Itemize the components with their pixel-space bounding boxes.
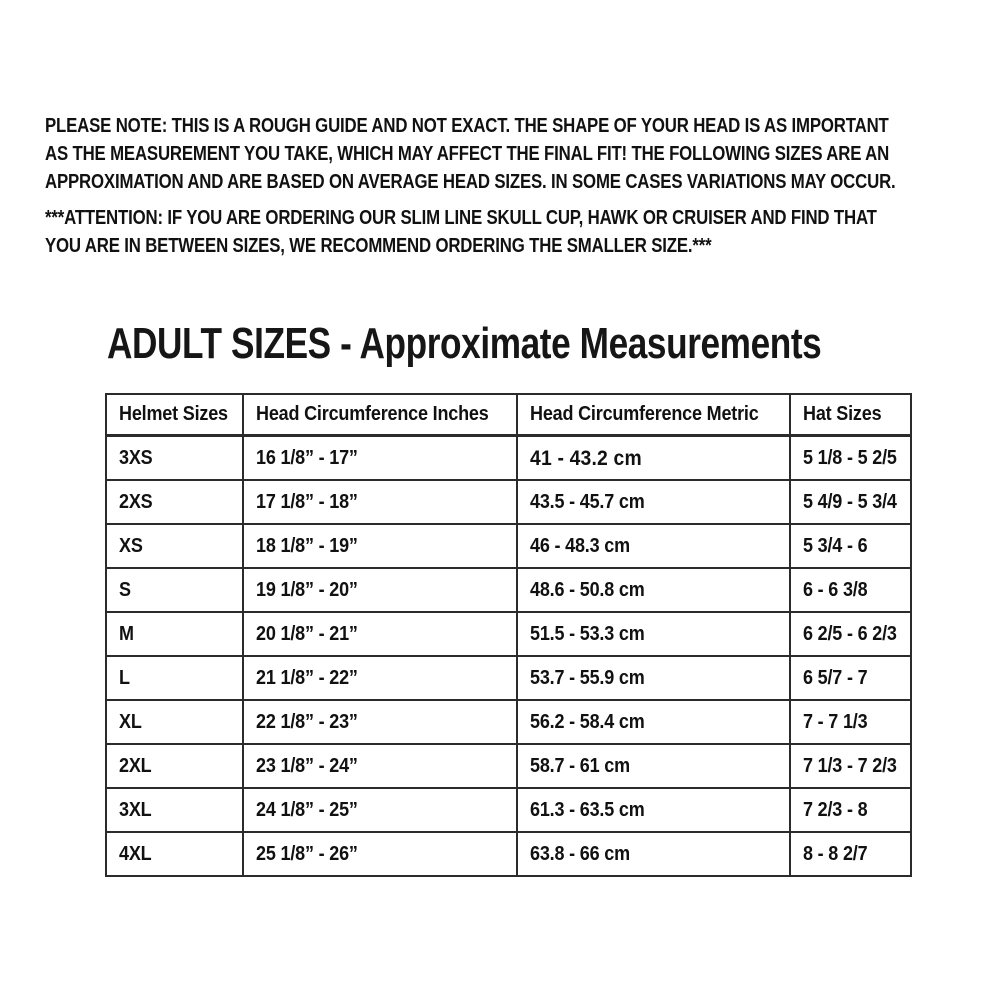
note-line: PLEASE NOTE: THIS IS A ROUGH GUIDE AND N… (45, 115, 889, 137)
attention-line: ***ATTENTION: IF YOU ARE ORDERING OUR SL… (45, 207, 877, 229)
metric-cell: 43.5 - 45.7 cm (516, 479, 792, 525)
table-header-row: Helmet Sizes Head Circumference Inches H… (105, 393, 912, 437)
inches-cell: 22 1/8” - 23” (241, 699, 519, 745)
helmet-size-cell: 2XL (105, 743, 244, 789)
metric-cell: 53.7 - 55.9 cm (516, 655, 792, 701)
metric-cell: 41 - 43.2 cm (516, 434, 792, 481)
table-row: XS 18 1/8” - 19” 46 - 48.3 cm 5 3/4 - 6 (105, 523, 912, 569)
hat-size-cell: 7 - 7 1/3 (789, 699, 912, 745)
metric-cell: 58.7 - 61 cm (516, 743, 792, 789)
note-line: APPROXIMATION AND ARE BASED ON AVERAGE H… (45, 171, 896, 193)
helmet-size-cell: 3XL (105, 787, 244, 833)
table-row: S 19 1/8” - 20” 48.6 - 50.8 cm 6 - 6 3/8 (105, 567, 912, 613)
header-head-circumference-inches: Head Circumference Inches (241, 393, 519, 437)
table-row: 3XL 24 1/8” - 25” 61.3 - 63.5 cm 7 2/3 -… (105, 787, 912, 833)
metric-cell: 48.6 - 50.8 cm (516, 567, 792, 613)
page-title: ADULT SIZES - Approximate Measurements (107, 319, 822, 368)
table-row: L 21 1/8” - 22” 53.7 - 55.9 cm 6 5/7 - 7 (105, 655, 912, 701)
inches-cell: 18 1/8” - 19” (241, 523, 519, 569)
table-row: 4XL 25 1/8” - 26” 63.8 - 66 cm 8 - 8 2/7 (105, 831, 912, 877)
helmet-size-cell: 3XS (105, 434, 244, 481)
attention-paragraph: ***ATTENTION: IF YOU ARE ORDERING OUR SL… (45, 204, 1000, 260)
hat-size-cell: 7 1/3 - 7 2/3 (789, 743, 912, 789)
hat-size-cell: 5 3/4 - 6 (789, 523, 912, 569)
hat-size-cell: 6 - 6 3/8 (789, 567, 912, 613)
helmet-size-cell: S (105, 567, 244, 613)
hat-size-cell: 8 - 8 2/7 (789, 831, 912, 877)
header-hat-sizes: Hat Sizes (789, 393, 912, 437)
hat-size-cell: 7 2/3 - 8 (789, 787, 912, 833)
header-helmet-sizes: Helmet Sizes (105, 393, 244, 437)
header-label: Head Circumference Metric (530, 403, 760, 425)
note-paragraph: PLEASE NOTE: THIS IS A ROUGH GUIDE AND N… (45, 112, 1000, 196)
helmet-size-cell: M (105, 611, 244, 657)
helmet-size-cell: XL (105, 699, 244, 745)
header-label: Head Circumference Inches (256, 403, 489, 425)
metric-cell: 51.5 - 53.3 cm (516, 611, 792, 657)
header-label: Hat Sizes (803, 403, 882, 425)
helmet-size-cell: L (105, 655, 244, 701)
helmet-size-cell: 4XL (105, 831, 244, 877)
header-head-circumference-metric: Head Circumference Metric (516, 393, 792, 437)
header-label: Helmet Sizes (119, 403, 228, 425)
attention-line: YOU ARE IN BETWEEN SIZES, WE RECOMMEND O… (45, 235, 712, 257)
table-row: 2XS 17 1/8” - 18” 43.5 - 45.7 cm 5 4/9 -… (105, 479, 912, 525)
inches-cell: 24 1/8” - 25” (241, 787, 519, 833)
hat-size-cell: 5 4/9 - 5 3/4 (789, 479, 912, 525)
table-row: XL 22 1/8” - 23” 56.2 - 58.4 cm 7 - 7 1/… (105, 699, 912, 745)
helmet-size-cell: 2XS (105, 479, 244, 525)
table-row: 3XS 16 1/8” - 17” 41 - 43.2 cm 5 1/8 - 5… (105, 434, 912, 481)
inches-cell: 17 1/8” - 18” (241, 479, 519, 525)
inches-cell: 25 1/8” - 26” (241, 831, 519, 877)
note-line: AS THE MEASUREMENT YOU TAKE, WHICH MAY A… (45, 143, 890, 165)
inches-cell: 19 1/8” - 20” (241, 567, 519, 613)
helmet-size-cell: XS (105, 523, 244, 569)
adult-sizes-table: Helmet Sizes Head Circumference Inches H… (105, 393, 912, 877)
hat-size-cell: 6 5/7 - 7 (789, 655, 912, 701)
hat-size-cell: 5 1/8 - 5 2/5 (789, 434, 912, 481)
metric-cell: 63.8 - 66 cm (516, 831, 792, 877)
inches-cell: 20 1/8” - 21” (241, 611, 519, 657)
inches-cell: 21 1/8” - 22” (241, 655, 519, 701)
inches-cell: 16 1/8” - 17” (241, 434, 519, 481)
hat-size-cell: 6 2/5 - 6 2/3 (789, 611, 912, 657)
metric-cell: 56.2 - 58.4 cm (516, 699, 792, 745)
inches-cell: 23 1/8” - 24” (241, 743, 519, 789)
table-row: 2XL 23 1/8” - 24” 58.7 - 61 cm 7 1/3 - 7… (105, 743, 912, 789)
metric-cell: 46 - 48.3 cm (516, 523, 792, 569)
metric-cell: 61.3 - 63.5 cm (516, 787, 792, 833)
table-row: M 20 1/8” - 21” 51.5 - 53.3 cm 6 2/5 - 6… (105, 611, 912, 657)
